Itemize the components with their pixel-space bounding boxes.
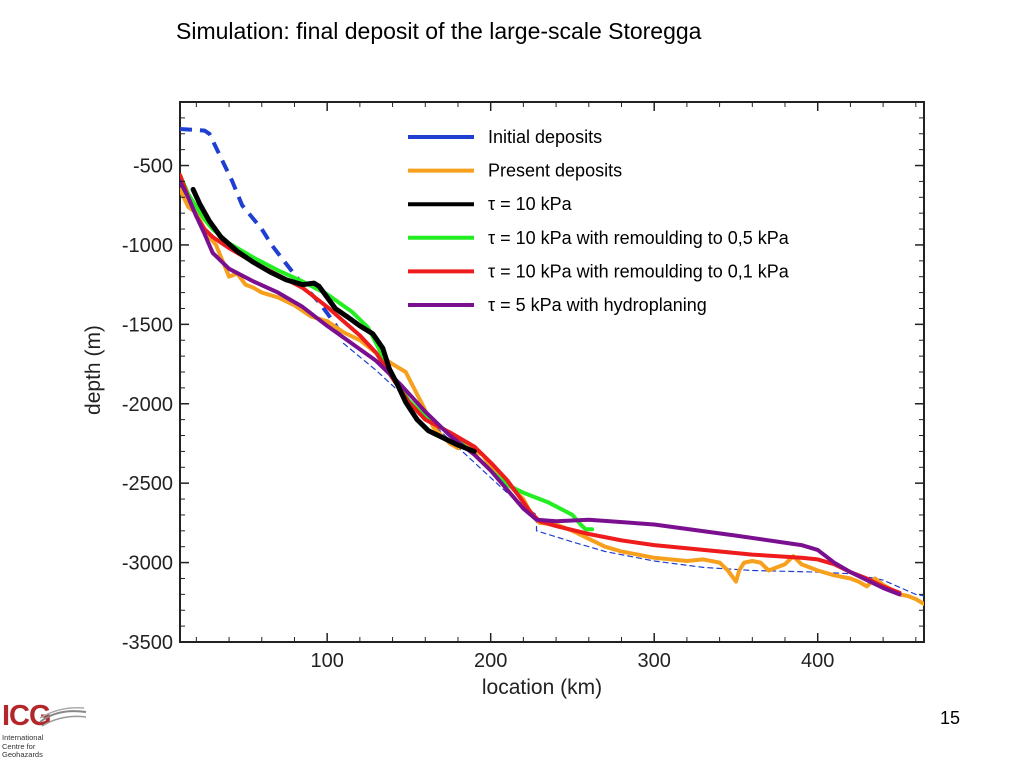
x-tick-label: 100 <box>310 650 343 672</box>
logo-text: International Centre for Geohazards <box>2 733 44 760</box>
legend-label: Initial deposits <box>488 127 602 147</box>
plot-border <box>179 101 925 643</box>
logo-line: Centre for <box>2 741 36 751</box>
logo-line: International <box>2 733 44 742</box>
y-tick-label: -3000 <box>122 553 173 575</box>
legend-label: τ = 10 kPa with remoulding to 0,1 kPa <box>488 261 790 281</box>
legend: Initial deposits Present deposits τ = 10 k… <box>408 127 790 315</box>
y-tick-label: -2500 <box>122 473 173 495</box>
y-tick-label: -3500 <box>122 632 173 654</box>
x-axis-label: location (km) <box>482 676 602 699</box>
y-tick-label: -1000 <box>122 235 173 257</box>
series-line <box>190 186 477 454</box>
logo-swoosh-icon <box>39 706 87 727</box>
legend-label: Present deposits <box>488 161 622 181</box>
legend-label: τ = 10 kPa <box>488 194 573 214</box>
x-tick-label: 300 <box>638 650 671 672</box>
slide-title: Simulation: final deposit of the large-s… <box>176 18 702 44</box>
x-tick-label: 400 <box>801 650 834 672</box>
series-line <box>180 127 342 335</box>
y-tick-label: -500 <box>133 156 173 178</box>
x-tick-label: 200 <box>474 650 507 672</box>
series-line <box>342 342 924 597</box>
legend-label: τ = 5 kPa with hydroplaning <box>488 295 707 315</box>
y-tick-label: -2000 <box>122 394 173 416</box>
legend-label: τ = 10 kPa with remoulding to 0,5 kPa <box>488 228 790 248</box>
series-line <box>180 187 924 606</box>
ticks-layer: -500 -1000 -1500 -2000 -2500 -3000 -3500 100 200… <box>122 101 924 672</box>
series-layer <box>180 127 924 606</box>
icg-logo: ICG International Centre for Geohazards <box>2 700 92 766</box>
plot-frame <box>179 101 925 643</box>
logo-line: Geohazards <box>2 750 43 759</box>
page-number: 15 <box>940 708 961 728</box>
y-axis-label: depth (m) <box>82 325 105 415</box>
series-line <box>180 179 902 597</box>
depth-profile-chart: -500 -1000 -1500 -2000 -2500 -3000 -3500 100 200… <box>82 101 925 699</box>
y-tick-label: -1500 <box>122 314 173 336</box>
